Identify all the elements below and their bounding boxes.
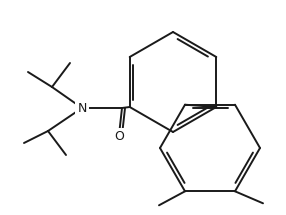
- Text: O: O: [114, 129, 124, 143]
- Text: N: N: [77, 101, 87, 115]
